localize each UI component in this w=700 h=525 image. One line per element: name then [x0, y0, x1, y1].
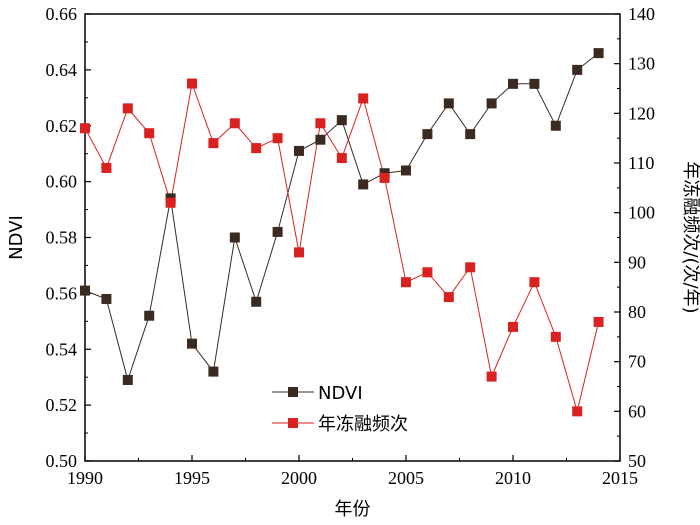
legend-marker-1 — [288, 418, 298, 428]
series-1-point — [122, 103, 133, 114]
series-0-point — [122, 374, 133, 385]
y-left-tick-label: 0.58 — [46, 228, 78, 248]
series-1-point — [443, 292, 454, 303]
series-1-point — [165, 197, 176, 208]
series-1-point — [208, 138, 219, 149]
series-1-point — [379, 172, 390, 183]
series-line-0 — [84, 52, 599, 382]
y-left-tick-label: 0.66 — [46, 4, 78, 24]
y-left-tick-label: 0.54 — [46, 339, 78, 359]
series-0-point — [187, 338, 197, 349]
series-1-point — [101, 162, 112, 173]
y-left-tick-label: 0.50 — [46, 451, 78, 471]
x-tick-label: 2010 — [495, 468, 531, 488]
series-1-point — [336, 153, 347, 164]
series-group — [80, 48, 604, 417]
x-tick-label: 1990 — [67, 468, 103, 488]
series-1-point — [486, 371, 497, 382]
y-right-tick-label: 50 — [628, 451, 646, 471]
series-0-point — [336, 115, 347, 126]
series-0-point — [550, 120, 561, 131]
series-1-point — [315, 118, 326, 129]
series-1-point — [80, 123, 90, 134]
legend-marker-0 — [288, 387, 298, 397]
x-tick-label: 2000 — [281, 468, 317, 488]
legend-label-1: 年冻融频次 — [318, 414, 408, 435]
legend-label-0: NDVI — [318, 383, 363, 404]
y-right-tick-label: 100 — [628, 203, 655, 223]
series-1-point — [550, 331, 561, 342]
y-left-axis-title: NDVI — [6, 215, 27, 260]
series-0-point — [508, 78, 518, 89]
series-1-point — [358, 93, 369, 104]
series-1-point — [529, 277, 540, 288]
series-1-point — [593, 316, 604, 327]
y-right-tick-label: 60 — [628, 401, 646, 421]
series-1-point — [187, 78, 197, 89]
series-0-point — [229, 232, 240, 243]
series-1-point — [465, 262, 476, 273]
x-axis-title: 年份 — [335, 499, 371, 520]
x-tick-label: 2005 — [388, 468, 424, 488]
series-1-point — [401, 277, 411, 288]
y-right-tick-label: 140 — [628, 4, 655, 24]
legend: NDVI 年冻融频次 — [272, 383, 408, 435]
series-1-point — [422, 267, 433, 278]
y-left-tick-label: 0.52 — [46, 395, 78, 415]
y-right-tick-label: 120 — [628, 103, 655, 123]
series-1-point — [572, 406, 583, 417]
series-0-point — [486, 98, 497, 109]
series-1-point — [508, 321, 518, 332]
y-right-tick-label: 70 — [628, 352, 646, 372]
y-right-tick-label: 80 — [628, 302, 646, 322]
series-1-point — [144, 128, 155, 139]
x-tick-label: 2015 — [602, 468, 638, 488]
series-1-point — [251, 143, 262, 154]
series-0-point — [422, 129, 433, 140]
series-1-point — [272, 133, 283, 144]
series-0-point — [294, 145, 304, 156]
series-0-point — [529, 78, 540, 89]
y-left-tick-label: 0.62 — [46, 116, 78, 136]
y-left-tick-label: 0.60 — [46, 172, 78, 192]
series-0-point — [465, 129, 476, 140]
y-left-tick-label: 0.64 — [46, 60, 78, 80]
series-0-point — [272, 226, 283, 237]
series-1-point — [294, 247, 304, 258]
y-right-tick-label: 90 — [628, 252, 646, 272]
series-1-point — [229, 118, 240, 129]
x-tick-label: 1995 — [174, 468, 210, 488]
series-0-point — [144, 310, 155, 321]
series-0-point — [401, 165, 411, 176]
series-0-point — [251, 296, 262, 307]
series-0-point — [315, 134, 326, 145]
y-right-tick-label: 130 — [628, 54, 655, 74]
series-0-point — [593, 48, 604, 59]
axes-group: 1990 1995 2000 2005 2010 2015 0.50 0.52 0.54 0.56… — [6, 4, 700, 520]
series-0-point — [358, 179, 369, 190]
series-0-point — [80, 285, 90, 296]
series-0-point — [101, 293, 112, 304]
series-0-point — [572, 64, 583, 75]
y-left-tick-label: 0.56 — [46, 283, 78, 303]
series-0-point — [443, 98, 454, 109]
series-0-point — [208, 366, 219, 377]
y-right-tick-label: 110 — [628, 153, 654, 173]
y-right-axis-title: 年冻融频次/(次/年) — [680, 161, 700, 313]
